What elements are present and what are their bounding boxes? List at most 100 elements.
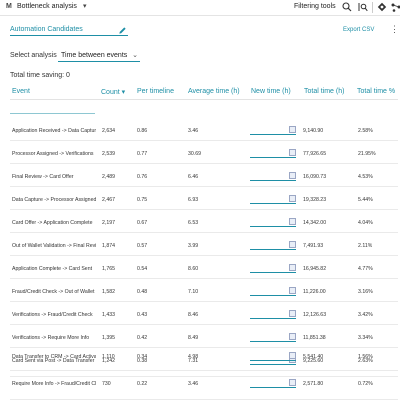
cell-total-time-pct: 4.04% xyxy=(358,220,373,226)
cell-average-time: 3.46 xyxy=(188,128,199,134)
new-time-input[interactable] xyxy=(250,217,296,227)
cell-per-timeline: 0.42 xyxy=(137,335,148,341)
calculator-icon[interactable] xyxy=(289,172,296,179)
new-time-input[interactable] xyxy=(250,309,296,319)
title-dropdown-icon[interactable]: ▾ xyxy=(83,3,87,10)
cell-total-time: 77,926.65 xyxy=(303,151,327,157)
cell-count: 1,874 xyxy=(102,243,115,249)
cell-per-timeline: 0.54 xyxy=(137,266,148,272)
table-row: Card Sent via Post -> Data Transfer 1,24… xyxy=(10,348,398,371)
cell-per-timeline: 0.75 xyxy=(137,197,148,203)
cell-event: Final Review -> Card Offer xyxy=(12,174,74,180)
cell-event: Require More Info -> Fraud/Credit Check xyxy=(12,381,96,387)
calculator-icon[interactable] xyxy=(289,195,296,202)
cell-count: 1,765 xyxy=(102,266,115,272)
cell-average-time: 3.46 xyxy=(188,381,199,387)
table-row: Verifications -> Require More Info 1,395… xyxy=(10,325,398,348)
cell-count: 2,197 xyxy=(102,220,115,226)
cell-total-time: 14,342.00 xyxy=(303,220,327,226)
cell-per-timeline: 0.67 xyxy=(137,220,148,226)
cell-total-time: 9,225.60 xyxy=(303,358,324,364)
cell-total-time-pct: 2.11% xyxy=(358,243,373,249)
filtering-tools-button[interactable]: Filtering tools xyxy=(294,3,336,10)
column-header-count[interactable]: Count ▾ xyxy=(101,88,125,96)
calculator-icon[interactable] xyxy=(289,126,296,133)
table-row: Processor Assigned -> Verifications 2,53… xyxy=(10,141,398,164)
cell-count: 2,634 xyxy=(102,128,115,134)
process-map-icon[interactable] xyxy=(377,2,387,12)
export-csv-button[interactable]: Export CSV xyxy=(343,27,375,33)
calculator-icon[interactable] xyxy=(289,149,296,156)
calculator-icon[interactable] xyxy=(289,218,296,225)
new-time-input[interactable] xyxy=(250,378,296,388)
column-header-per-timeline[interactable]: Per timeline xyxy=(137,88,174,95)
cell-total-time-pct: 3.42% xyxy=(358,312,373,318)
column-header-new-time[interactable]: New time (h) xyxy=(251,88,291,95)
calculator-icon[interactable] xyxy=(289,310,296,317)
cell-event: Data Capture -> Processor Assigned xyxy=(12,197,96,203)
cell-per-timeline: 0.43 xyxy=(137,312,148,318)
new-time-input[interactable] xyxy=(250,240,296,250)
horizontal-scroll-indicator[interactable] xyxy=(10,113,95,114)
menu-icon[interactable]: M xyxy=(6,3,12,10)
cell-total-time: 2,571.80 xyxy=(303,381,324,387)
new-time-input[interactable] xyxy=(250,263,296,273)
new-time-input[interactable] xyxy=(250,332,296,342)
cell-total-time-pct: 4.77% xyxy=(358,266,373,272)
analysis-select[interactable]: Time between events ⌄ xyxy=(58,49,140,62)
cell-total-time-pct: 3.16% xyxy=(358,289,373,295)
new-time-input[interactable] xyxy=(250,286,296,296)
column-header-total-time[interactable]: Total time (h) xyxy=(304,88,345,95)
cell-per-timeline: 0.48 xyxy=(137,289,148,295)
table-row: Require More Info -> Fraud/Credit Check … xyxy=(10,377,398,400)
column-header-total-time-pct[interactable]: Total time % xyxy=(357,88,396,95)
cell-count: 2,467 xyxy=(102,197,115,203)
calculator-icon[interactable] xyxy=(289,379,296,386)
new-time-input[interactable] xyxy=(250,351,296,361)
table-row: Data Capture -> Processor Assigned 2,467… xyxy=(10,187,398,210)
more-options-icon[interactable]: ⋮ xyxy=(390,24,399,34)
cell-average-time: 6.46 xyxy=(188,174,199,180)
cell-event: Out of Wallet Validation -> Final Review xyxy=(12,243,96,249)
cell-average-time: 6.93 xyxy=(188,197,199,203)
cell-total-time-pct: 2.58% xyxy=(358,128,373,134)
select-analysis-label: Select analysis xyxy=(10,52,57,59)
cell-per-timeline: 0.57 xyxy=(137,243,148,249)
calculator-icon[interactable] xyxy=(289,264,296,271)
calculator-icon[interactable] xyxy=(289,241,296,248)
cell-event: Card Offer -> Application Complete xyxy=(12,220,93,226)
cell-total-time-pct: 2.63% xyxy=(358,358,373,364)
cell-total-time: 16,090.73 xyxy=(303,174,327,180)
edit-pencil-icon[interactable] xyxy=(118,26,127,35)
cell-total-time: 12,126.63 xyxy=(303,312,327,318)
search-icon[interactable] xyxy=(342,2,352,12)
cell-total-time-pct: 3.34% xyxy=(358,335,373,341)
calculator-icon[interactable] xyxy=(289,352,296,359)
cell-count: 1,395 xyxy=(102,335,115,341)
graph-icon[interactable] xyxy=(391,2,400,12)
cell-total-time: 11,851.38 xyxy=(303,335,326,341)
new-time-input[interactable] xyxy=(250,148,296,158)
cell-event: Fraud/Credit Check -> Out of Wallet xyxy=(12,289,95,295)
cell-count: 1,433 xyxy=(102,312,115,318)
cell-count: 1,242 xyxy=(102,358,115,364)
table-row: Verifications -> Fraud/Credit Check 1,43… xyxy=(10,302,398,325)
cell-average-time: 8.46 xyxy=(188,312,199,318)
automation-name-field[interactable]: Automation Candidates xyxy=(10,26,128,36)
new-time-input[interactable] xyxy=(250,171,296,181)
calculator-icon[interactable] xyxy=(289,333,296,340)
calculator-icon[interactable] xyxy=(289,287,296,294)
cell-average-time: 3.99 xyxy=(188,243,199,249)
column-header-event[interactable]: Event xyxy=(12,88,30,95)
cell-per-timeline: 0.77 xyxy=(137,151,148,157)
cell-count: 1,582 xyxy=(102,289,115,295)
new-time-input[interactable] xyxy=(250,194,296,204)
cell-count: 1,110 xyxy=(102,354,115,360)
table-row: Data Transfer to CRM -> Card Activation … xyxy=(10,351,398,377)
cell-event: Verifications -> Require More Info xyxy=(12,335,90,341)
column-header-average-time[interactable]: Average time (h) xyxy=(188,88,240,95)
cell-average-time: 7.10 xyxy=(188,289,199,295)
new-time-input[interactable] xyxy=(250,125,296,135)
filter-search-icon[interactable] xyxy=(358,2,368,12)
cell-per-timeline: 0.38 xyxy=(137,358,148,364)
